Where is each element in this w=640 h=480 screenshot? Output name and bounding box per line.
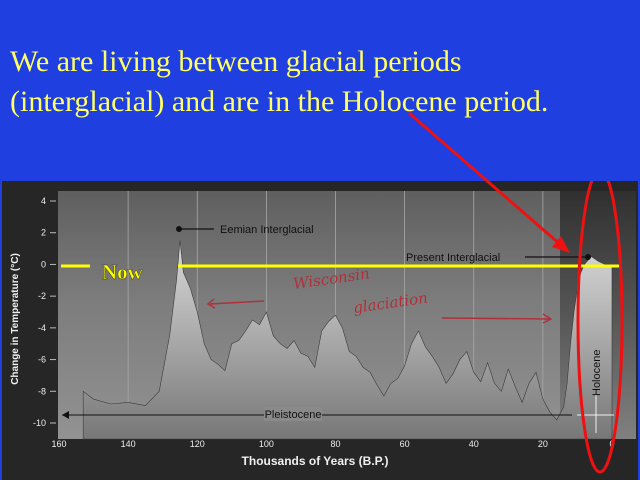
title-line-1: We are living between glacial periods	[10, 45, 462, 78]
title-line-2: (interglacial) and are in the Holocene p…	[10, 85, 549, 118]
present-marker	[585, 254, 591, 260]
x-tick-40: 40	[469, 439, 479, 449]
y-tick--4: -4	[38, 323, 46, 333]
slide-title: We are living between glacial periods (i…	[10, 42, 630, 122]
holocene-label: Holocene	[591, 350, 603, 396]
x-axis-title: Thousands of Years (B.P.)	[242, 454, 389, 468]
pleistocene-arrowhead	[62, 411, 69, 419]
pleistocene-label-bg	[264, 407, 322, 421]
right-arrow	[441, 313, 553, 324]
temperature-area	[82, 240, 613, 440]
y-tick--10: -10	[33, 418, 46, 428]
handwritten-arrows	[206, 298, 553, 324]
y-tick-4: 4	[41, 196, 46, 206]
y-tick--6: -6	[38, 355, 46, 365]
x-tick-140: 140	[121, 439, 136, 449]
temperature-chart: 4 2 0 -2 -4 -6 -8 -10 160 140 120 100 80 60 40 20 0 Cha…	[2, 181, 638, 480]
x-tick-60: 60	[400, 439, 410, 449]
present-interglacial-label: Present Interglacial	[406, 252, 500, 264]
now-label: Now	[102, 260, 144, 284]
x-tick-100: 100	[259, 439, 274, 449]
eemian-label: Eemian Interglacial	[220, 224, 314, 236]
y-tick--2: -2	[38, 291, 46, 301]
y-tick--8: -8	[38, 386, 46, 396]
y-axis-title: Change in Temperature (°C)	[10, 253, 21, 385]
holocene-highlight-ellipse	[576, 181, 624, 474]
y-tick-0: 0	[41, 259, 46, 269]
y-tick-labels: 4 2 0 -2 -4 -6 -8 -10	[33, 196, 56, 428]
pleistocene-label: Pleistocene	[265, 409, 322, 421]
x-tick-20: 20	[538, 439, 548, 449]
x-tick-80: 80	[330, 439, 340, 449]
x-tick-120: 120	[190, 439, 205, 449]
left-arrow	[206, 298, 265, 309]
y-tick-2: 2	[41, 228, 46, 238]
chart-svg: 4 2 0 -2 -4 -6 -8 -10 160 140 120 100 80 60 40 20 0 Cha…	[2, 181, 638, 480]
x-tick-160: 160	[51, 439, 66, 449]
